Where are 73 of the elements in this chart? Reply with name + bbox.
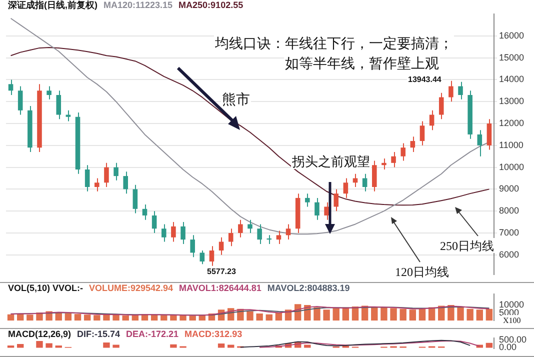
bar xyxy=(7,314,14,321)
annotation: 均线口诀：年线往下行，一定要搞清； xyxy=(214,36,453,52)
bar xyxy=(266,314,272,321)
bar xyxy=(122,315,129,321)
bar xyxy=(170,344,177,348)
bar xyxy=(256,314,263,321)
bar xyxy=(304,344,311,348)
y-tick-label: 0.00 xyxy=(499,342,517,352)
y-tick-label: 15000 xyxy=(499,52,524,62)
chart-title: 深证成指(日线,前复权) xyxy=(7,0,98,10)
y-tick-label: 10000 xyxy=(499,299,524,310)
series-label: MACD:312.93 xyxy=(184,328,242,339)
bar xyxy=(112,344,120,348)
bar xyxy=(457,307,464,321)
bar xyxy=(150,314,158,321)
bar xyxy=(332,308,340,321)
y-tick-label: 12000 xyxy=(499,118,524,128)
bar xyxy=(180,315,186,321)
bar xyxy=(74,314,82,321)
bar xyxy=(390,308,397,321)
bar xyxy=(103,342,110,348)
bar xyxy=(218,344,225,348)
bar xyxy=(409,310,416,321)
annotation: 拐头之前观望 xyxy=(291,154,370,169)
bar xyxy=(476,310,483,321)
annotation: 如等半年线，暂作壁上观 xyxy=(285,56,439,72)
text: X100 xyxy=(503,316,521,325)
y-tick-label: 10000 xyxy=(499,162,524,172)
text: DEA:-172.21 xyxy=(126,328,179,339)
y-tick-label: 6000 xyxy=(499,249,520,260)
text: DIF:-15.74 xyxy=(77,328,120,339)
annotation: 熊市 xyxy=(222,92,250,108)
bar xyxy=(64,313,72,321)
series-label: MAVOL1:826444.81 xyxy=(179,282,262,293)
bar xyxy=(26,314,34,321)
bar xyxy=(466,308,474,321)
bar xyxy=(323,310,330,321)
bar xyxy=(112,314,120,321)
y-tick-label: 13000 xyxy=(499,96,524,106)
bar xyxy=(189,316,196,321)
bar xyxy=(314,307,320,321)
bar xyxy=(246,311,254,321)
y-tick-label: 8000 xyxy=(499,206,520,216)
y-tick-label: 500.00 xyxy=(499,334,527,345)
y-tick-label: 11000 xyxy=(499,140,524,150)
text: MA120:11223.15 xyxy=(103,0,173,10)
bar xyxy=(170,314,177,321)
annotation: 250日均线 xyxy=(440,239,494,253)
bar xyxy=(380,307,388,321)
bar xyxy=(84,314,91,321)
y-tick-label: 9000 xyxy=(499,184,520,194)
annotation: 120日均线 xyxy=(395,265,449,279)
annotation: 13943.44 xyxy=(408,75,442,84)
bar xyxy=(486,308,493,321)
chart-title: VOL(5,10) VVOL:- xyxy=(8,282,84,293)
bar xyxy=(46,343,52,348)
text: VOLUME:929542.94 xyxy=(89,282,174,293)
y-tick-label: 14000 xyxy=(499,74,524,84)
bar xyxy=(275,312,282,321)
bar xyxy=(371,307,378,321)
series-label: MAVOL2:804883.19 xyxy=(267,282,350,293)
bar xyxy=(36,340,43,348)
annotation: 5577.23 xyxy=(207,267,236,276)
text: MA250:9102.55 xyxy=(178,0,244,10)
bar xyxy=(400,308,406,321)
bar xyxy=(486,342,493,348)
y-tick-label: 16000 xyxy=(499,30,524,40)
bar xyxy=(228,344,234,348)
y-tick-label: 7000 xyxy=(499,227,520,238)
bar xyxy=(103,314,110,321)
chart-title: MACD(12,26,9) xyxy=(8,328,72,339)
bar xyxy=(94,315,100,321)
bar xyxy=(17,344,24,348)
